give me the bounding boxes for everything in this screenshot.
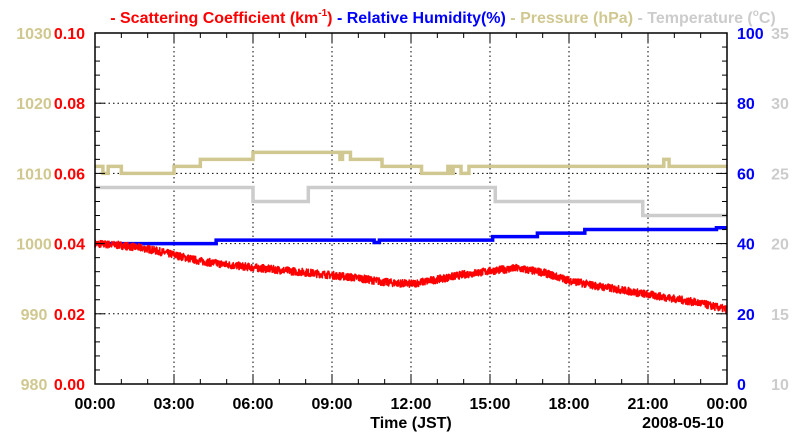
title-part: - Relative Humidity(%) [333, 10, 506, 27]
y-tick-label-humidity: 20 [737, 307, 755, 324]
y-tick-label-pressure: 990 [21, 307, 48, 324]
y-tick-label-pressure: 1030 [16, 26, 52, 43]
y-tick-label-humidity: 80 [737, 96, 755, 113]
title-part: - Temperature ( [633, 10, 753, 27]
y-tick-label-scattering: 0.08 [54, 96, 85, 113]
x-tick-label: 03:00 [154, 396, 195, 413]
x-tick-label: 09:00 [312, 396, 353, 413]
y-tick-label-scattering: 0.04 [54, 237, 85, 254]
series-line-temperature [95, 185, 727, 218]
y-tick-label-pressure: 1020 [16, 96, 52, 113]
date-label: 2008-05-10 [642, 415, 724, 432]
axis-labels: 00:00 03:00 06:00 09:00 12:00 15:00 18:00 21:00… [16, 26, 789, 413]
y-tick-label-humidity: 100 [737, 26, 764, 43]
x-tick-label: 00:00 [75, 396, 116, 413]
y-tick-label-temperature: 25 [771, 166, 789, 183]
x-tick-label: 21:00 [628, 396, 669, 413]
y-tick-label-scattering: 0.06 [54, 166, 85, 183]
title-superscript: -1 [318, 8, 327, 19]
x-tick-label: 06:00 [233, 396, 274, 413]
y-tick-label-humidity: 40 [737, 237, 755, 254]
series-layer [94, 150, 728, 314]
y-tick-label-humidity: 0 [737, 377, 746, 394]
x-tick-label: 15:00 [470, 396, 511, 413]
series-line-humidity [95, 226, 727, 246]
y-tick-label-pressure: 1000 [16, 237, 52, 254]
chart-title: - Scattering Coefficient (km-1) - Relati… [110, 8, 776, 27]
y-tick-label-pressure: 1010 [16, 166, 52, 183]
title-part: - Scattering Coefficient (km [110, 10, 318, 27]
series-line-scattering [94, 239, 728, 314]
y-tick-label-scattering: 0.00 [54, 377, 85, 394]
y-tick-label-temperature: 30 [771, 96, 789, 113]
y-tick-label-pressure: 980 [21, 377, 48, 394]
y-tick-label-scattering: 0.02 [54, 307, 85, 324]
title-part: ) [327, 10, 332, 27]
y-tick-label-temperature: 35 [771, 26, 789, 43]
series-line-pressure [95, 150, 727, 176]
y-tick-label-temperature: 15 [771, 307, 789, 324]
title-part: C) [759, 10, 776, 27]
y-tick-label-scattering: 0.10 [54, 26, 85, 43]
grid [95, 33, 727, 384]
x-tick-label: 00:00 [707, 396, 748, 413]
x-axis-label: Time (JST) [370, 415, 452, 432]
y-tick-label-temperature: 20 [771, 237, 789, 254]
title-superscript: o [753, 8, 759, 19]
title-part: - Pressure (hPa) [506, 10, 633, 27]
y-tick-label-humidity: 60 [737, 166, 755, 183]
y-tick-label-temperature: 10 [771, 377, 789, 394]
x-tick-label: 12:00 [391, 396, 432, 413]
plot-frame [94, 32, 728, 385]
x-tick-label: 18:00 [549, 396, 590, 413]
